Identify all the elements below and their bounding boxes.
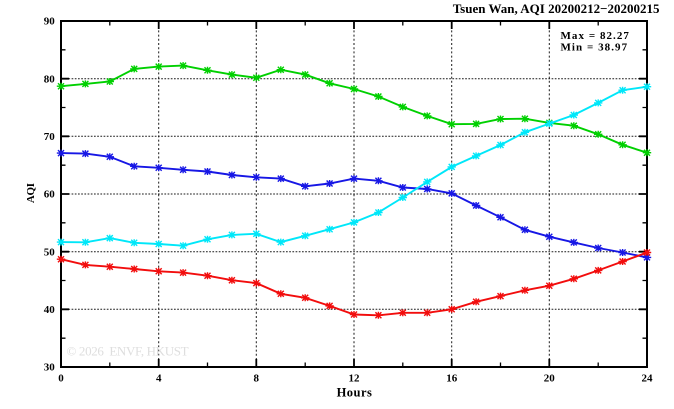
svg-text:8: 8: [254, 372, 260, 384]
svg-text:16: 16: [446, 372, 458, 384]
svg-text:AQI: AQI: [25, 183, 37, 203]
svg-text:60: 60: [44, 189, 56, 201]
svg-text:30: 30: [44, 362, 56, 374]
svg-text:4: 4: [156, 372, 162, 384]
svg-text:70: 70: [44, 131, 56, 143]
svg-text:Tsuen Wan, AQI 20200212−202002: Tsuen Wan, AQI 20200212−20200215: [453, 1, 660, 16]
svg-text:© 2026 ENVF, HKUST: © 2026 ENVF, HKUST: [67, 343, 189, 358]
svg-text:80: 80: [44, 73, 56, 85]
svg-text:12: 12: [349, 372, 361, 384]
svg-text:Hours: Hours: [337, 386, 373, 400]
svg-text:90: 90: [44, 16, 56, 28]
svg-text:40: 40: [44, 304, 56, 316]
svg-text:20: 20: [544, 372, 556, 384]
svg-text:0: 0: [58, 372, 64, 384]
svg-text:50: 50: [44, 246, 56, 258]
svg-text:Min = 38.97: Min = 38.97: [561, 42, 629, 54]
svg-text:Max = 82.27: Max = 82.27: [561, 30, 630, 42]
svg-text:24: 24: [642, 372, 654, 384]
